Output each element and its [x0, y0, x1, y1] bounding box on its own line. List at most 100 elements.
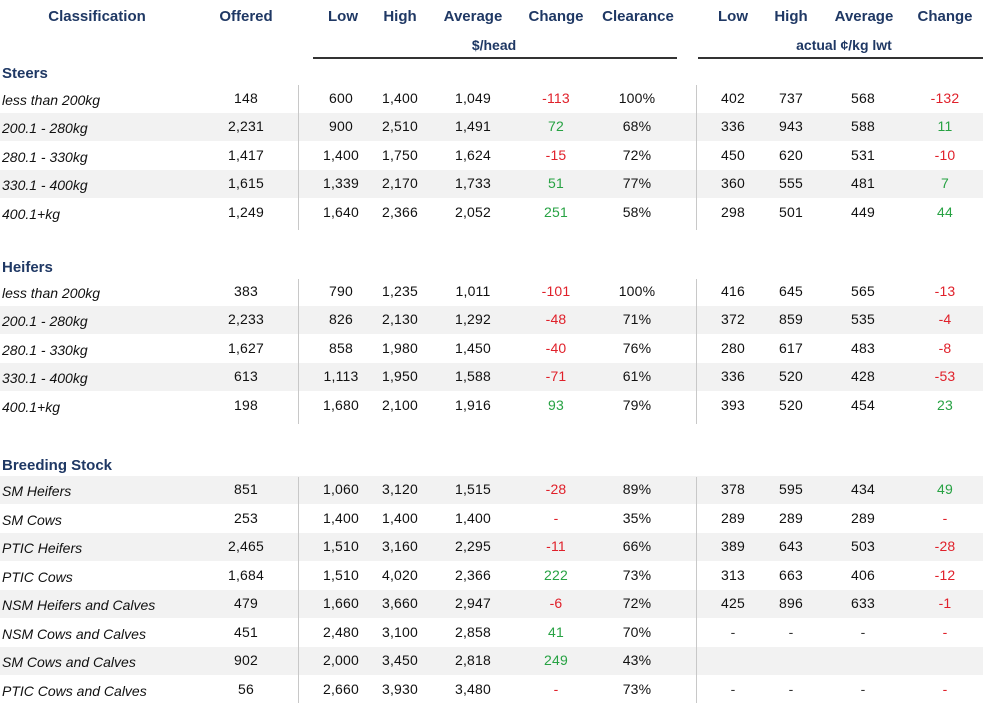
cell-kavg: 535	[851, 311, 875, 327]
cell-low: 1,060	[322, 481, 360, 497]
cell-clear: 73%	[622, 681, 652, 697]
cell-offered: 851	[234, 481, 258, 497]
row-band	[0, 363, 983, 391]
cell-klow: 336	[721, 368, 745, 384]
cell-klow: 425	[721, 595, 745, 611]
row-label: SM Heifers	[2, 483, 72, 499]
cell-klow: -	[730, 681, 736, 697]
cell-offered: 56	[238, 681, 254, 697]
cell-clear: 43%	[622, 652, 652, 668]
cell-kavg: 481	[851, 175, 875, 191]
row-band	[0, 306, 983, 334]
cell-clear: 89%	[622, 481, 652, 497]
cell-kavg: 503	[851, 538, 875, 554]
cell-low: 900	[329, 118, 353, 134]
row-label: SM Cows	[2, 512, 62, 528]
cell-low: 1,400	[322, 510, 360, 526]
cell-low: 1,113	[323, 368, 359, 384]
cell-high: 2,170	[381, 175, 419, 191]
row-label: less than 200kg	[2, 92, 101, 108]
cell-offered: 383	[234, 283, 258, 299]
cell-kavg: 633	[851, 595, 875, 611]
header-low: Low	[328, 8, 358, 25]
cell-clear: 71%	[622, 311, 652, 327]
row-label: less than 200kg	[2, 285, 101, 301]
row-label: NSM Cows and Calves	[2, 626, 146, 642]
cell-low: 600	[329, 90, 353, 106]
table-row: SM Cows 253 1,400 1,400 1,400 - 35% 289 289 289 -	[0, 505, 983, 533]
table-row: less than 200kg 383 790 1,235 1,011 -101 100% 4…	[0, 278, 983, 306]
cell-khigh: 555	[779, 175, 803, 191]
cell-kavg: 454	[851, 397, 875, 413]
cell-chg: 251	[544, 204, 568, 220]
cell-high: 1,400	[381, 90, 419, 106]
cell-klow: 416	[721, 283, 745, 299]
cell-clear: 79%	[622, 397, 652, 413]
cell-khigh: 645	[779, 283, 803, 299]
row-label: 330.1 - 400kg	[2, 177, 88, 193]
header-underline	[698, 57, 983, 59]
cell-klow: 336	[721, 118, 745, 134]
cell-high: 3,450	[381, 652, 419, 668]
cell-avg: 1,733	[454, 175, 492, 191]
header-low-kg: Low	[718, 8, 748, 25]
cell-chg: -11	[546, 538, 566, 554]
cell-chg: 93	[548, 397, 564, 413]
table-row: 200.1 - 280kg 2,233 826 2,130 1,292 -48 71% 372…	[0, 306, 983, 334]
cell-clear: 73%	[622, 567, 652, 583]
table-row: PTIC Cows 1,684 1,510 4,020 2,366 222 73% 313 66…	[0, 562, 983, 590]
cell-kavg: 449	[851, 204, 875, 220]
section-steers: Steers	[2, 65, 48, 82]
row-band	[0, 476, 983, 504]
cell-low: 2,480	[322, 624, 360, 640]
cell-avg: 1,049	[454, 90, 492, 106]
cell-kavg: 406	[851, 567, 875, 583]
cell-offered: 148	[234, 90, 258, 106]
cell-khigh: 896	[779, 595, 803, 611]
cell-kavg: 568	[851, 90, 875, 106]
cell-offered: 479	[234, 595, 258, 611]
cell-avg: 3,480	[454, 681, 492, 697]
cell-klow: 378	[721, 481, 745, 497]
cell-kchg: -132	[930, 90, 960, 106]
cell-high: 2,100	[381, 397, 419, 413]
row-label: 330.1 - 400kg	[2, 370, 88, 386]
cell-high: 1,400	[381, 510, 419, 526]
cell-klow: 298	[721, 204, 745, 220]
cell-avg: 2,366	[454, 567, 492, 583]
cell-low: 2,660	[322, 681, 360, 697]
cell-low: 1,339	[322, 175, 360, 191]
cell-khigh: 520	[779, 397, 803, 413]
section-heifers: Heifers	[2, 259, 53, 276]
cell-clear: 70%	[622, 624, 652, 640]
cell-high: 2,130	[381, 311, 419, 327]
cell-kchg: 49	[937, 481, 953, 497]
cell-offered: 2,233	[227, 311, 265, 327]
cell-clear: 77%	[622, 175, 652, 191]
cell-avg: 2,052	[454, 204, 492, 220]
cell-low: 1,400	[322, 147, 360, 163]
cell-avg: 2,947	[454, 595, 492, 611]
header-offered: Offered	[219, 8, 273, 25]
row-band	[0, 590, 983, 618]
cell-kchg: -	[942, 624, 948, 640]
header-high-kg: High	[774, 8, 808, 25]
cell-kavg: -	[860, 681, 866, 697]
cell-khigh: 943	[779, 118, 803, 134]
cell-avg: 2,858	[454, 624, 492, 640]
table-row: 280.1 - 330kg 1,627 858 1,980 1,450 -40 76% 280…	[0, 335, 983, 363]
cell-klow: 393	[721, 397, 745, 413]
cell-chg: 41	[548, 624, 564, 640]
row-band	[0, 647, 983, 675]
table-row: 330.1 - 400kg 1,615 1,339 2,170 1,733 51 77% 36…	[0, 170, 983, 198]
header-average-kg: Average	[834, 8, 894, 25]
unit-per-head: $/head	[471, 37, 517, 53]
cell-chg: -28	[545, 481, 567, 497]
row-band	[0, 170, 983, 198]
column-separator	[696, 477, 697, 703]
cell-high: 3,120	[381, 481, 419, 497]
header-average: Average	[443, 8, 503, 25]
cell-kchg: -1	[938, 595, 952, 611]
cell-avg: 1,400	[454, 510, 492, 526]
cell-chg: 51	[548, 175, 564, 191]
